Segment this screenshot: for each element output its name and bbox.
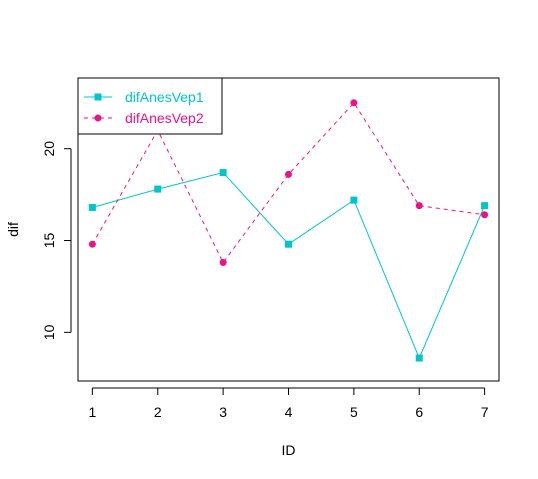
series-1-line [92, 172, 486, 360]
x-tick-label: 6 [415, 404, 423, 420]
y-axis: 10 15 20 [41, 141, 72, 340]
legend-label: difAnesVep2 [125, 110, 204, 126]
legend-swatch-marker [94, 93, 102, 101]
x-tick-label: 5 [350, 404, 358, 420]
series-1-point [481, 202, 489, 210]
series-2-point [219, 259, 227, 267]
x-tick-label: 4 [285, 404, 293, 420]
series-2-point [481, 211, 489, 219]
series-1-point [415, 354, 423, 362]
legend-label: difAnesVep1 [125, 89, 204, 105]
x-tick-label: 3 [219, 404, 227, 420]
series-2-point [88, 240, 96, 248]
series-1-point [154, 185, 162, 193]
series-2-point [350, 99, 358, 107]
y-tick-label: 20 [41, 141, 57, 157]
y-tick-label: 15 [41, 233, 57, 249]
series-2-point [415, 202, 423, 210]
series-1-point [219, 169, 227, 177]
series-1-point [88, 203, 96, 211]
x-tick-label: 1 [88, 404, 96, 420]
series-layer [88, 99, 489, 362]
series-1-point [285, 240, 292, 248]
legend-swatch-marker [94, 114, 102, 122]
x-axis-label: ID [282, 442, 296, 458]
series-1-point [350, 196, 358, 204]
plot-frame [77, 77, 500, 382]
legend: difAnesVep1 difAnesVep2 [77, 77, 223, 135]
x-axis: 1 2 3 4 5 6 7 [88, 387, 489, 420]
x-tick-label: 7 [481, 404, 489, 420]
legend-box [77, 77, 223, 135]
y-axis-label: dif [5, 222, 21, 237]
y-tick-label: 10 [41, 324, 57, 340]
x-tick-label: 2 [154, 404, 162, 420]
series-2-point [285, 170, 292, 178]
